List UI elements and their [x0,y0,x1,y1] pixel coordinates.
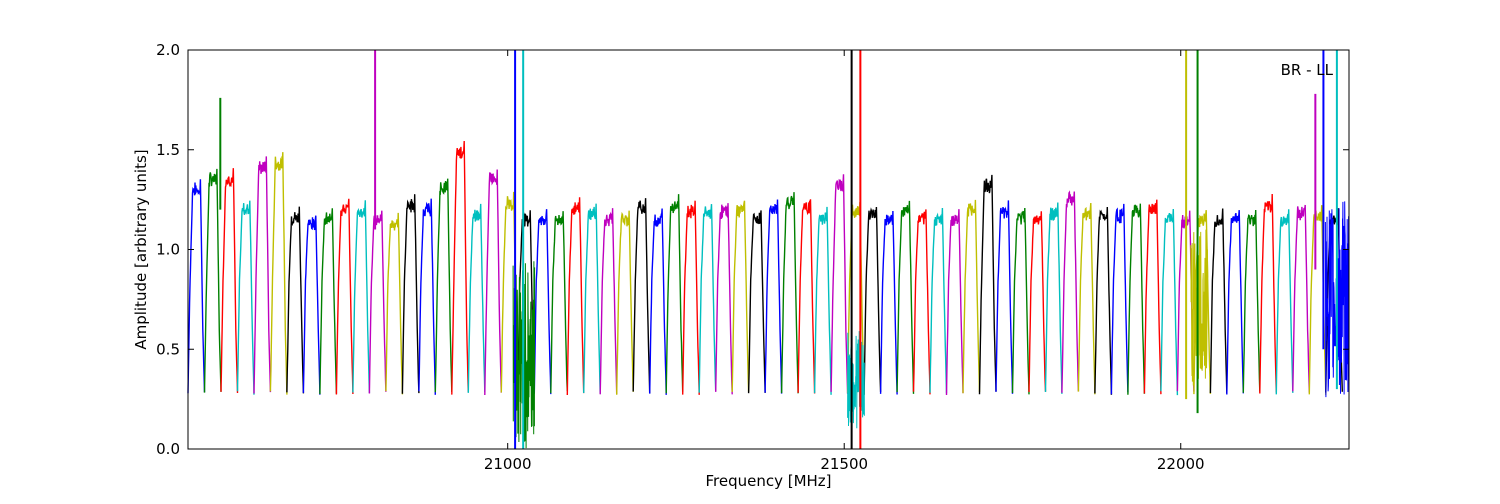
series-line [517,210,535,394]
series-line [401,194,420,394]
series-line [764,199,783,394]
series-line [665,194,684,394]
series-line [1259,193,1277,394]
y-tick-label: 1.5 [156,141,180,159]
series-line [1061,190,1080,393]
series-line [1077,202,1096,395]
series-line [319,208,338,395]
series-line [1242,209,1261,393]
series-line [863,206,882,395]
series-line [1011,207,1030,395]
series-line [632,198,651,394]
series-line [879,210,898,395]
series-line [434,178,453,393]
series-line [286,206,305,394]
series-line [731,200,750,392]
series-line [302,215,321,395]
series-line [1044,202,1063,394]
series-line [467,203,486,393]
series-line [1094,206,1113,395]
plot-area [187,50,1350,449]
series-line [566,197,585,396]
series-line [352,200,371,394]
series-line [550,211,568,394]
y-tick-label: 0.5 [156,340,180,358]
y-axis: 0.0 0.5 1.0 1.5 2.0 [156,41,1349,458]
x-axis: 21000 21500 22000 [484,50,1205,473]
series-line [418,198,436,395]
series-line [533,209,552,395]
series-line [1028,211,1047,393]
series-line [187,179,206,394]
series-line [995,200,1014,394]
series-line [929,207,948,394]
y-tick-label: 0.0 [156,440,180,458]
series-line [1127,203,1146,395]
series-line [797,199,816,394]
series-line [616,210,634,395]
series-line [1292,204,1310,393]
series-line [203,168,222,393]
y-axis-label: Amplitude [arbitrary units] [132,149,150,349]
series-line [1110,203,1129,395]
x-tick-label: 21000 [484,455,532,473]
series-line [220,168,239,394]
series-line [912,209,931,395]
series-line [813,206,832,395]
corner-annotation: BR - LL [1281,61,1334,79]
noise-region [1190,229,1209,386]
series-line [385,212,404,395]
noise-region [847,331,865,429]
x-axis-label: Frequency [MHz] [705,472,831,490]
series-line [484,169,502,396]
y-tick-label: 1.0 [156,241,180,259]
series-line [451,140,469,395]
y-tick-label: 2.0 [156,41,180,59]
series-line [1143,199,1162,395]
series-line [830,174,849,394]
series-line [715,203,733,395]
series-line [1160,208,1179,396]
series-line [236,200,255,395]
series-line [1226,210,1244,395]
series-line [649,208,667,395]
series-line [253,156,272,394]
x-tick-label: 21500 [820,455,868,473]
series-line [583,203,601,394]
series-line [599,208,618,395]
series-line [698,204,717,393]
series-line [896,200,915,394]
series-line [978,174,997,395]
series-line [1209,208,1228,394]
x-tick-label: 22000 [1157,455,1205,473]
series-line [962,199,981,394]
series-line [682,200,700,395]
series-line [945,209,964,396]
series-line [335,198,354,395]
series-line [368,210,387,394]
series-line [1275,209,1294,395]
series-line [269,152,288,395]
series-line [747,210,766,394]
series-line [780,192,799,394]
